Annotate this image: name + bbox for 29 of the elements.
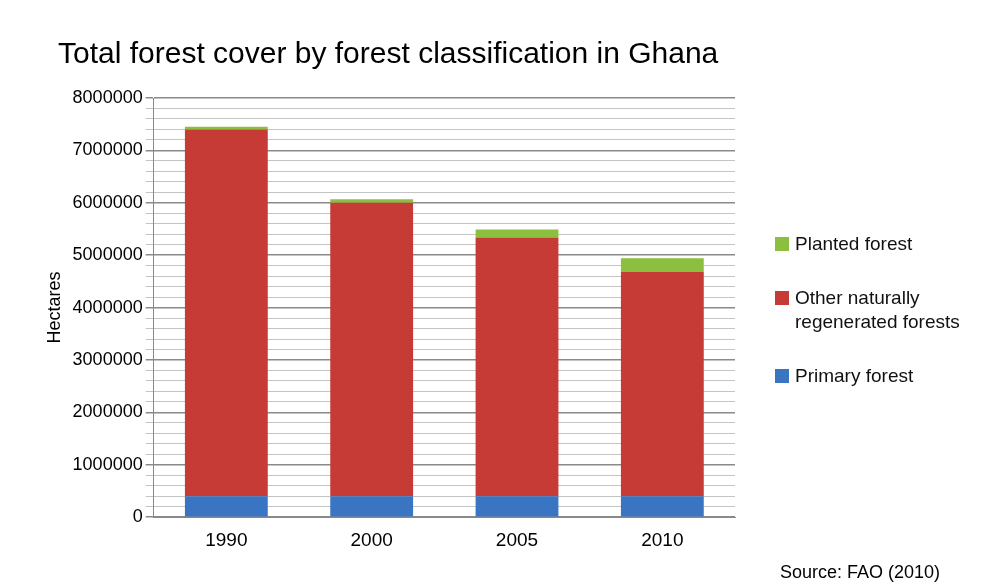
source-note: Source: FAO (2010) [780, 562, 941, 583]
y-tick-label: 1000000 [72, 453, 143, 474]
x-tick-label: 1990 [205, 528, 248, 550]
x-tick-label: 2005 [495, 528, 539, 550]
y-axis-title: Hectares [43, 271, 64, 344]
bar [620, 271, 704, 497]
y-tick-label: 3000000 [72, 348, 143, 369]
y-tick-label: 8000000 [72, 86, 143, 107]
y-tick-label: 6000000 [72, 191, 143, 212]
legend-label: Planted forest [795, 232, 913, 256]
y-tick-label: 4000000 [72, 296, 143, 317]
bar [330, 199, 414, 203]
y-tick-label: 7000000 [72, 139, 143, 160]
legend-label: Primary forest [795, 364, 914, 388]
legend-label: Other naturally regenerated forests [795, 286, 961, 334]
x-tick-label: 2000 [350, 528, 393, 550]
chart-title: Total forest cover by forest classification in Ghana [58, 36, 719, 70]
bar [620, 496, 704, 517]
bar [330, 202, 414, 497]
bar [184, 129, 268, 497]
bar [330, 496, 414, 517]
y-tick-label: 2000000 [72, 401, 143, 422]
bar [475, 496, 559, 517]
bar [475, 237, 559, 497]
bar [620, 258, 704, 272]
y-tick-label: 5000000 [72, 244, 143, 265]
x-tick-label: 2010 [641, 528, 684, 550]
bar [184, 496, 268, 517]
y-tick-label: 0 [132, 506, 143, 527]
